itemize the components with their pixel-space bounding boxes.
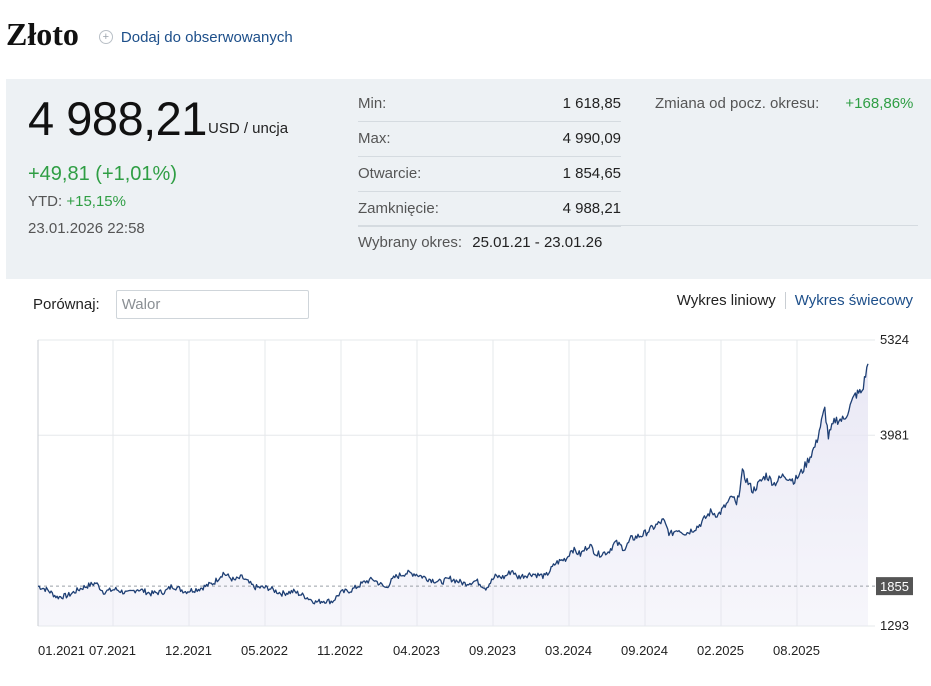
- x-tick-label: 09.2024: [621, 643, 668, 658]
- ytd-label: YTD:: [28, 193, 63, 210]
- candlestick-chart-tab[interactable]: Wykres świecowy: [794, 292, 913, 309]
- stat-label: Otwarcie:: [358, 165, 422, 182]
- price-chart: 5324 3981 1293 1855 01.2021 07.2021 12.2021 05.…: [37, 332, 913, 658]
- stat-label: Max:: [358, 130, 391, 147]
- change-since-start-value: +168,86%: [845, 95, 914, 112]
- stat-row-close: Zamknięcie: 4 988,21: [358, 192, 621, 227]
- ytd-change: YTD: +15,15%: [28, 193, 126, 210]
- stat-value: 4 988,21: [562, 200, 621, 217]
- quote-timestamp: 23.01.2026 22:58: [28, 220, 145, 237]
- selected-period-label: Wybrany okres:: [358, 234, 463, 251]
- reference-label: 1855: [880, 579, 909, 594]
- plus-circle-icon: +: [98, 30, 113, 44]
- change-since-start-label: Zmiana od pocz. okresu:: [655, 95, 820, 112]
- price-line: [37, 363, 869, 605]
- chart-type-switch: Wykres liniowy Wykres świecowy: [677, 292, 913, 309]
- daily-change: +49,81 (+1,01%): [28, 163, 177, 185]
- divider: [358, 225, 918, 226]
- compare-control: Porównaj:: [33, 290, 309, 319]
- x-tick-label: 03.2024: [545, 643, 592, 658]
- current-price: 4 988,21: [28, 92, 207, 145]
- stat-row-min: Min: 1 618,85: [358, 87, 621, 122]
- x-tick-label: 12.2021: [165, 643, 212, 658]
- reference-badge: [876, 577, 913, 596]
- x-tick-label: 09.2023: [469, 643, 516, 658]
- stat-row-max: Max: 4 990,09: [358, 122, 621, 157]
- change-since-start: Zmiana od pocz. okresu: +168,86%: [655, 95, 913, 112]
- stats-table: Min: 1 618,85 Max: 4 990,09 Otwarcie: 1 …: [358, 87, 621, 227]
- stat-row-open: Otwarcie: 1 854,65: [358, 157, 621, 192]
- stat-value: 4 990,09: [562, 130, 621, 147]
- x-tick-label: 01.2021: [38, 643, 85, 658]
- add-to-watchlist-button[interactable]: + Dodaj do obserwowanych: [98, 28, 293, 46]
- price-area: [38, 363, 868, 626]
- y-tick-label: 5324: [880, 332, 909, 347]
- selected-period: Wybrany okres: 25.01.21 - 23.01.26: [358, 234, 602, 251]
- x-tick-label: 07.2021: [89, 643, 136, 658]
- x-tick-label: 04.2023: [393, 643, 440, 658]
- y-tick-label: 1293: [880, 618, 909, 633]
- price-unit: USD / uncja: [208, 120, 289, 137]
- line-chart-tab[interactable]: Wykres liniowy: [677, 292, 786, 309]
- compare-input[interactable]: [115, 290, 309, 319]
- stat-value: 1 854,65: [562, 165, 621, 182]
- stat-label: Zamknięcie:: [358, 200, 439, 217]
- stat-value: 1 618,85: [562, 95, 621, 112]
- x-tick-label: 05.2022: [241, 643, 288, 658]
- add-to-watchlist-label: Dodaj do obserwowanych: [120, 28, 293, 46]
- y-tick-label: 3981: [880, 427, 909, 442]
- quote-summary-panel: 4 988,21 USD / uncja +49,81 (+1,01%) YTD…: [6, 79, 931, 279]
- x-tick-label: 11.2022: [317, 643, 363, 658]
- page-header: Złoto + Dodaj do obserwowanych: [6, 14, 293, 54]
- stat-label: Min:: [358, 95, 387, 112]
- page-title: Złoto: [6, 16, 79, 52]
- compare-label: Porównaj:: [33, 296, 100, 313]
- x-tick-label: 08.2025: [773, 643, 820, 658]
- x-tick-label: 02.2025: [697, 643, 744, 658]
- ytd-value: +15,15%: [66, 193, 126, 210]
- selected-period-value: 25.01.21 - 23.01.26: [472, 234, 603, 251]
